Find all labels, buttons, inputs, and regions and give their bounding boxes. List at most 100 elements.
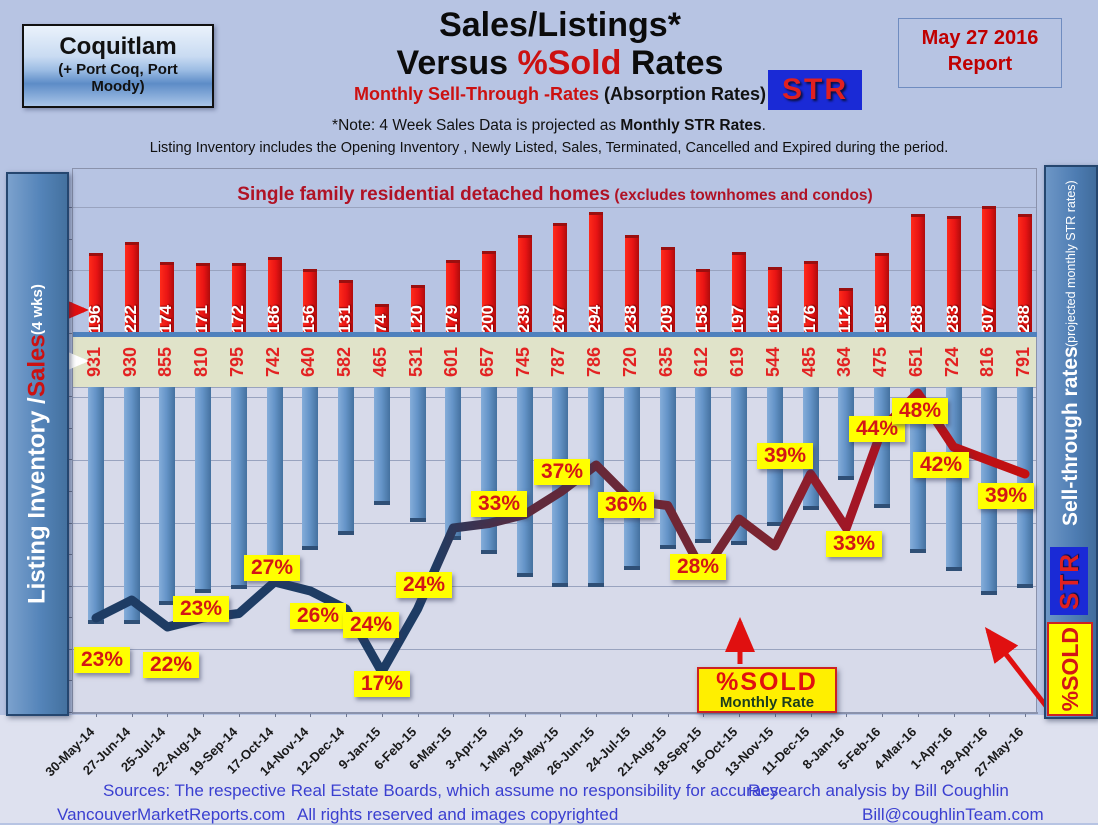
sales-bar	[374, 303, 389, 335]
chart-title-paren: (excludes townhomes and condos)	[610, 187, 873, 204]
sales-bar	[624, 235, 639, 335]
sales-bar-label: 186	[263, 304, 283, 333]
bottom-strip	[0, 715, 1098, 823]
x-axis-tick	[810, 712, 812, 717]
y-axis-tick	[66, 680, 73, 682]
y-axis-tick	[66, 459, 73, 461]
x-axis-tick	[524, 712, 526, 717]
pct-label: 28%	[670, 554, 727, 580]
inventory-bar	[409, 387, 426, 523]
sales-bar-label: 222	[120, 304, 140, 333]
subtitle-red: Monthly Sell-Through -Rates	[353, 84, 599, 105]
region-subtitle: (+ Port Coq, Port Moody)	[58, 61, 178, 96]
sales-bar	[732, 252, 747, 335]
sales-bar-label: 161	[763, 304, 783, 333]
note1-pre: *Note: 4 Week Sales Data is projected as	[332, 117, 621, 134]
sales-bar	[553, 222, 568, 335]
sold-callout-sub: Monthly Rate	[719, 694, 815, 711]
sales-bar	[803, 261, 818, 335]
title-sold: %Sold	[517, 44, 622, 83]
pct-label: 26%	[290, 603, 347, 629]
sales-bar	[89, 252, 103, 335]
sales-bar	[839, 287, 854, 335]
page-subtitle: Monthly Sell-Through -Rates (Absorption …	[290, 84, 830, 105]
report-date: May 27 2016	[921, 27, 1039, 49]
inventory-bar	[552, 387, 569, 588]
sales-bar-label: 196	[85, 304, 104, 333]
chart-title-main: Single family residential detached homes	[237, 184, 611, 205]
inventory-bar-label: 612	[691, 346, 712, 377]
y-axis-tick	[66, 491, 73, 493]
pct-label: 24%	[343, 612, 400, 638]
x-axis-tick	[846, 712, 848, 717]
inventory-bar	[302, 387, 319, 550]
pct-label: 48%	[892, 398, 949, 424]
x-axis-tick	[667, 712, 669, 717]
sales-bar-label: 131	[335, 304, 355, 333]
inventory-bar-label: 657	[477, 346, 498, 377]
y-axis-tick	[66, 522, 73, 524]
pct-label: 33%	[826, 531, 883, 557]
inventory-bar	[159, 387, 176, 605]
left-axis-title-sales: Sales	[23, 334, 51, 398]
pct-label: 37%	[534, 459, 591, 485]
sales-bar-label: 179	[442, 304, 462, 333]
sales-bar-label: 112	[835, 305, 855, 333]
inventory-bar	[88, 387, 104, 625]
y-axis-tick	[66, 427, 73, 429]
inventory-bar-label: 531	[405, 346, 426, 377]
x-axis-tick	[274, 712, 276, 717]
inventory-bar-label: 724	[941, 346, 962, 377]
subtitle-paren: (Absorption Rates)	[598, 84, 766, 105]
inventory-bar-label: 742	[262, 346, 283, 377]
sales-bar-label: 307	[978, 304, 998, 333]
plot-right-border	[1036, 168, 1037, 713]
sales-bar-label: 176	[799, 304, 819, 333]
str-logo: STR	[768, 70, 862, 110]
title-rates: Rates	[621, 44, 724, 83]
sold-callout-box: %SOLD Monthly Rate	[697, 667, 837, 713]
sales-bar-label: 209	[656, 304, 676, 333]
str-logo-side-text: STR	[1053, 552, 1084, 610]
sales-bar-label: 156	[299, 304, 319, 333]
inventory-bar-label: 582	[334, 346, 355, 377]
x-axis-tick	[739, 712, 741, 717]
sales-bar	[267, 256, 282, 335]
page-title-line2: Versus %Sold Rates	[290, 44, 830, 82]
inventory-bar-label: 787	[548, 346, 569, 377]
x-axis-line	[72, 712, 1038, 714]
x-axis-tick	[96, 712, 97, 717]
sales-bar	[589, 211, 604, 335]
inventory-bar-label: 930	[119, 346, 140, 377]
footer-sources: Sources: The respective Real Estate Boar…	[103, 781, 779, 800]
inventory-bar	[338, 387, 355, 536]
y-axis-tick	[66, 617, 73, 619]
note1-post: .	[761, 117, 766, 134]
sales-bar-label: 74	[370, 314, 390, 333]
gridline	[73, 649, 1037, 650]
sales-bar	[767, 267, 782, 335]
x-axis-tick	[989, 712, 991, 717]
title-versus: Versus	[396, 44, 518, 83]
sales-bar	[1017, 214, 1032, 335]
pct-label: 24%	[396, 572, 453, 598]
x-axis-tick	[703, 712, 705, 717]
sales-bar	[124, 241, 139, 335]
x-axis-tick	[560, 712, 562, 717]
pct-label: 27%	[244, 555, 301, 581]
sold-side-box: %SOLD	[1047, 622, 1093, 716]
sales-bar-label: 197	[728, 304, 748, 333]
sales-bar	[482, 251, 497, 335]
pct-label: 36%	[598, 492, 655, 518]
x-axis-tick	[167, 712, 169, 717]
note1-bold: Monthly STR Rates	[620, 117, 762, 134]
right-axis-title-paren: (projected monthly STR rates)	[1064, 179, 1078, 347]
y-axis-tick	[66, 711, 73, 713]
sales-bar	[446, 259, 461, 335]
inventory-bar-label: 635	[655, 346, 676, 377]
y-axis-tick	[66, 333, 73, 335]
sales-bar-label: 283	[942, 304, 962, 333]
y-axis-tick	[66, 585, 73, 587]
inventory-bar-label: 601	[441, 346, 462, 377]
y-axis-tick	[66, 207, 73, 208]
